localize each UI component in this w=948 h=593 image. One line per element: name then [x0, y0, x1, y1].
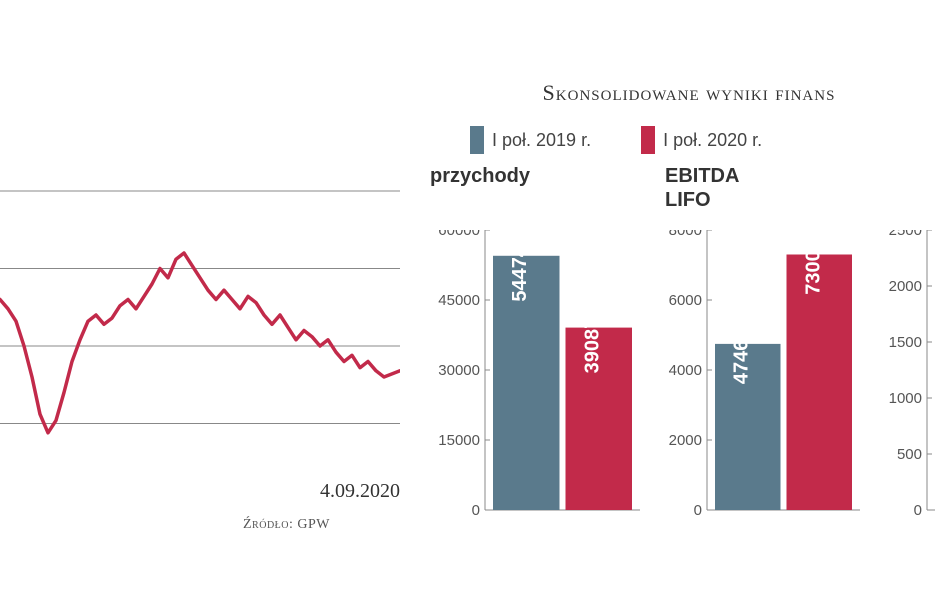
y-tick-label: 1000 [889, 390, 922, 407]
y-tick-label: 1500 [889, 334, 922, 351]
y-tick-label: 45000 [438, 292, 480, 309]
legend-swatch-2019 [470, 126, 484, 154]
line-chart [0, 160, 400, 500]
y-tick-label: 0 [914, 502, 922, 519]
y-tick-label: 6000 [669, 292, 702, 309]
bar-group-title: przychody [430, 164, 640, 220]
y-tick-label: 0 [694, 502, 702, 519]
y-tick-label: 2000 [889, 278, 922, 295]
legend-item-2019: I poł. 2019 r. [470, 126, 591, 154]
y-tick-label: 0 [472, 502, 480, 519]
bar-groups: przychody0150003000045000600005447439087… [430, 164, 948, 530]
legend-swatch-2020 [641, 126, 655, 154]
bar-group-0: przychody 0 15000 30000 45000 60000 54474 39087 [430, 164, 640, 530]
bar-value-label: 7300 [802, 250, 824, 295]
price-line [0, 253, 400, 433]
legend-item-2020: I poł. 2020 r. [641, 126, 762, 154]
bar-value-label: 54474 [509, 245, 531, 301]
bar-value-label: 39087 [582, 318, 604, 374]
bar-group-2: 0 500 1000 1500 2000 2500 [885, 164, 935, 530]
legend: I poł. 2019 r. I poł. 2020 r. [470, 126, 948, 154]
y-tick-label: 2500 [889, 230, 922, 239]
bar-charts-panel: Skonsolidowane wyniki finans I poł. 2019… [420, 20, 948, 573]
legend-label: I poł. 2020 r. [663, 130, 762, 151]
bar-plot: 0 500 1000 1500 2000 2500 [885, 230, 935, 530]
line-chart-panel: 4.09.2020 Źródło: GPW [0, 20, 420, 573]
y-tick-label: 8000 [669, 230, 702, 239]
bar-chart-svg: 0 500 1000 1500 2000 2500 [885, 230, 935, 530]
main-container: 4.09.2020 Źródło: GPW Skonsolidowane wyn… [0, 0, 948, 593]
bar-plot: 0 15000 30000 45000 60000 54474 39087 [430, 230, 640, 530]
line-chart-date: 4.09.2020 [320, 480, 400, 503]
main-title: Skonsolidowane wyniki finans [430, 80, 948, 106]
y-tick-label: 15000 [438, 432, 480, 449]
y-tick-label: 500 [897, 446, 922, 463]
bar-value-label: 4746 [731, 340, 753, 385]
bar-chart-svg: 0 2000 4000 6000 8000 4746 7300 [665, 230, 860, 530]
bar-group-title: EBITDALIFO [665, 164, 860, 220]
y-tick-label: 60000 [438, 230, 480, 239]
bar-plot: 0 2000 4000 6000 8000 4746 7300 [665, 230, 860, 530]
y-tick-label: 30000 [438, 362, 480, 379]
bar-chart-svg: 0 15000 30000 45000 60000 54474 39087 [430, 230, 640, 530]
legend-label: I poł. 2019 r. [492, 130, 591, 151]
bar-group-title [885, 164, 935, 220]
y-tick-label: 2000 [669, 432, 702, 449]
y-tick-label: 4000 [669, 362, 702, 379]
bar-group-1: EBITDALIFO 0 2000 4000 6000 8000 4746 7300 [665, 164, 860, 530]
line-chart-source: Źródło: GPW [243, 517, 330, 533]
